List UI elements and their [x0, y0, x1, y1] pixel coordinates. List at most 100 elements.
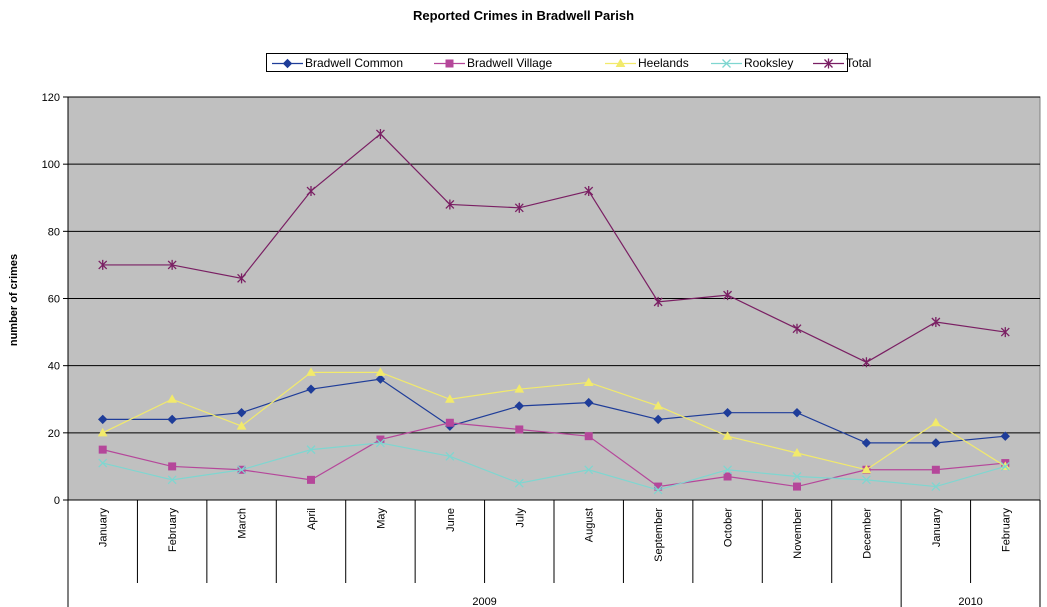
data-point-bradwell-common — [861, 438, 872, 448]
data-point-bradwell-common — [167, 414, 177, 425]
legend-label: Total — [846, 56, 872, 70]
data-point-total — [931, 317, 941, 328]
data-point-total — [237, 273, 247, 284]
data-point-bradwell-village — [98, 445, 107, 454]
x-group-label: 2009 — [472, 596, 496, 607]
legend-marker — [722, 59, 731, 68]
x-group-label: 2010 — [958, 596, 982, 607]
data-point-bradwell-common — [236, 407, 247, 418]
data-point-bradwell-common — [1000, 431, 1010, 441]
x-tick-label: August — [584, 508, 596, 542]
legend-label: Bradwell Village — [467, 56, 553, 70]
data-point-heelands — [167, 394, 178, 403]
legend: Bradwell Common Bradwell Village Heelands R… — [266, 53, 871, 72]
legend-label: Heelands — [638, 56, 689, 70]
data-point-rooksley — [861, 475, 871, 485]
series-line-rooksley — [102, 442, 1006, 491]
data-point-bradwell-common — [722, 407, 733, 418]
data-point-rooksley — [306, 445, 316, 455]
data-point-total — [723, 290, 733, 301]
data-point-heelands — [583, 377, 594, 386]
data-point-bradwell-common — [306, 384, 316, 394]
data-point-total — [445, 199, 455, 210]
x-tick-label: January — [98, 508, 110, 548]
data-point-heelands — [792, 447, 802, 457]
data-point-total — [792, 323, 802, 334]
data-point-total — [653, 296, 663, 307]
data-point-heelands — [861, 464, 872, 474]
y-tick-label: 0 — [54, 495, 60, 507]
x-tick-label: September — [653, 508, 665, 562]
data-point-total — [306, 186, 316, 197]
y-tick-label: 20 — [48, 428, 60, 440]
legend-swatch-rooksley — [711, 59, 742, 68]
data-point-heelands — [375, 367, 386, 376]
data-point-heelands — [236, 421, 247, 430]
data-point-bradwell-common — [98, 414, 108, 425]
data-point-bradwell-village — [445, 418, 454, 427]
legend-swatch-heelands — [605, 58, 636, 67]
x-tick-label: April — [306, 508, 318, 530]
legend-marker — [445, 59, 454, 68]
x-tick-label: November — [792, 508, 804, 559]
legend-swatch-bradwell-common — [272, 58, 303, 69]
series-line-total — [102, 133, 1006, 363]
data-point-rooksley — [237, 465, 247, 475]
legend-swatch-total — [813, 58, 844, 69]
chart-title: Reported Crimes in Bradwell Parish — [412, 8, 635, 23]
data-point-bradwell-common — [375, 374, 386, 384]
x-tick-label: March — [237, 508, 249, 539]
data-point-bradwell-common — [792, 407, 802, 418]
data-point-rooksley — [723, 465, 733, 475]
x-tick-label: February — [1000, 508, 1012, 553]
series-total — [98, 128, 1010, 368]
x-tick-label: December — [861, 508, 873, 559]
y-tick-label: 100 — [42, 159, 60, 171]
x-tick-label: January — [931, 508, 943, 548]
data-point-total — [514, 202, 524, 213]
x-tick-label: May — [375, 508, 387, 529]
data-point-rooksley — [584, 465, 594, 475]
data-point-heelands — [306, 367, 316, 376]
data-point-rooksley — [514, 478, 524, 488]
y-tick-label: 120 — [42, 92, 60, 104]
data-point-heelands — [930, 417, 941, 427]
x-tick-label: July — [514, 508, 526, 528]
data-point-bradwell-common — [584, 397, 594, 408]
legend-marker — [824, 58, 833, 69]
data-point-total — [584, 186, 594, 197]
y-tick-label: 60 — [48, 294, 60, 306]
data-point-total — [98, 259, 108, 270]
data-point-rooksley — [445, 451, 455, 461]
data-point-total — [861, 357, 871, 368]
legend-marker — [282, 58, 293, 69]
series-line-bradwell-common — [102, 378, 1006, 444]
data-point-rooksley — [98, 458, 108, 468]
data-point-bradwell-village — [723, 472, 732, 481]
data-point-heelands — [444, 394, 455, 403]
legend-swatch-bradwell-village — [434, 59, 465, 68]
series-rooksley — [98, 438, 1010, 495]
data-point-total — [167, 259, 177, 270]
series-line-bradwell-village — [102, 422, 1006, 488]
data-point-bradwell-common — [514, 401, 524, 411]
data-point-heelands — [722, 431, 733, 440]
data-point-rooksley — [375, 438, 385, 448]
data-point-bradwell-village — [168, 462, 177, 471]
series-line-heelands — [102, 371, 1006, 471]
data-point-heelands — [514, 384, 525, 393]
legend-label: Rooksley — [744, 56, 794, 70]
data-point-heelands — [653, 400, 664, 410]
legend-label: Bradwell Common — [305, 56, 404, 70]
data-point-rooksley — [792, 472, 802, 481]
data-point-bradwell-common — [653, 414, 663, 425]
data-point-heelands — [97, 427, 108, 437]
data-point-rooksley — [931, 482, 941, 492]
data-point-bradwell-village — [584, 432, 593, 441]
y-tick-label: 40 — [48, 361, 60, 373]
x-tick-label: June — [445, 508, 457, 532]
data-point-bradwell-village — [931, 465, 940, 474]
data-point-rooksley — [167, 475, 177, 485]
